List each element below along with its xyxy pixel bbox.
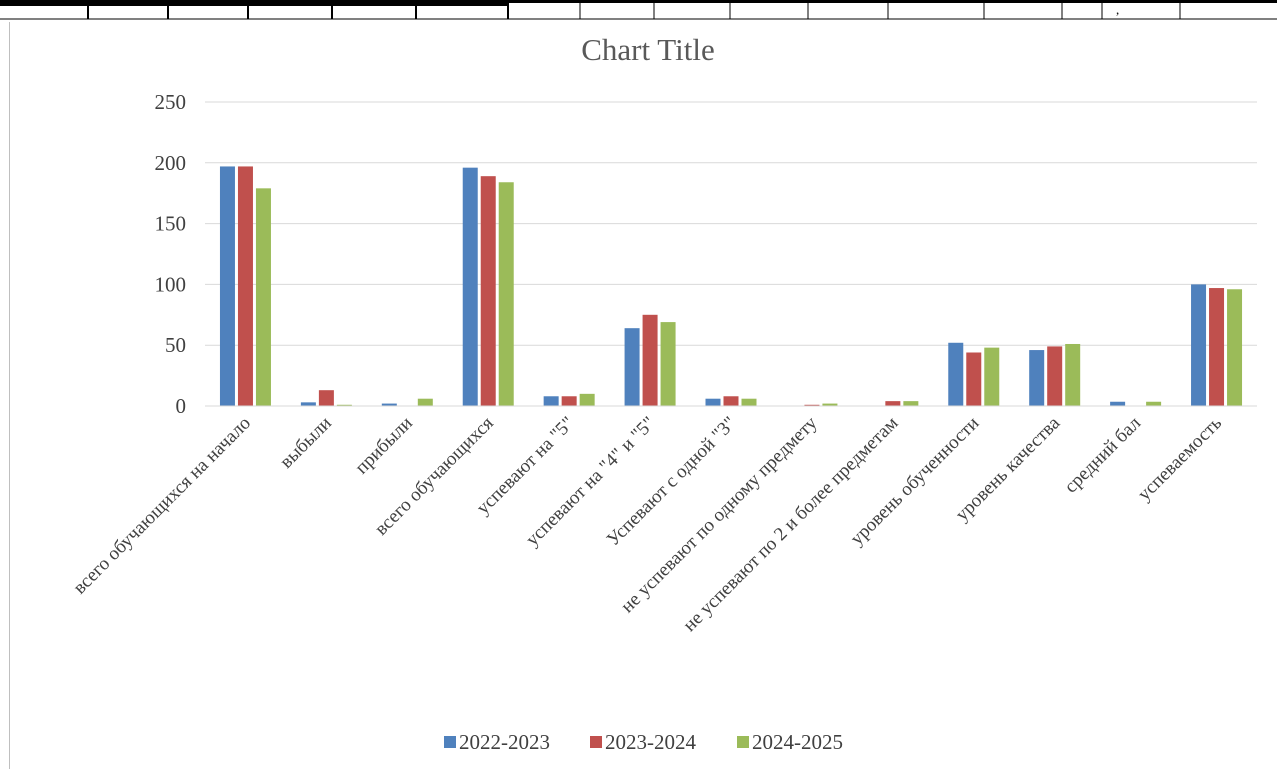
legend: 2022-2023 2023-2024 2024-2025 — [444, 730, 843, 754]
x-tick-label: выбыли — [276, 413, 336, 473]
bar — [624, 328, 640, 406]
bar — [705, 398, 721, 406]
x-tick-label: средний бал — [1060, 412, 1145, 497]
bar — [300, 402, 316, 406]
legend-swatch — [444, 736, 456, 748]
y-tick-label: 200 — [155, 151, 187, 175]
bar — [1029, 350, 1045, 406]
bar — [462, 167, 478, 406]
legend-swatch — [737, 736, 749, 748]
legend-swatch — [590, 736, 602, 748]
bar — [237, 166, 253, 406]
y-tick-label: 0 — [176, 394, 187, 418]
bar — [741, 398, 757, 406]
bar — [336, 404, 352, 406]
x-tick-label: успеваемость — [1134, 412, 1227, 505]
legend-label: 2023-2024 — [605, 730, 696, 754]
chart-frame — [9, 22, 1277, 769]
document-table-border: , — [0, 0, 1277, 22]
svg-text:,: , — [1116, 2, 1119, 17]
bar — [219, 166, 235, 406]
bar — [1209, 288, 1225, 406]
x-tick-label: прибыли — [351, 413, 417, 479]
bar — [255, 188, 271, 406]
bar — [723, 396, 739, 406]
bar — [642, 314, 658, 406]
bar — [1065, 343, 1081, 406]
y-tick-label: 150 — [155, 212, 187, 236]
bar — [480, 176, 496, 406]
bar — [498, 182, 514, 406]
gridlines — [205, 101, 1257, 346]
bar — [579, 393, 595, 406]
bar — [903, 401, 919, 406]
x-axis: всего обучающихся на начало выбыли прибыли… — [69, 405, 1257, 636]
bars — [219, 166, 1243, 406]
y-tick-label: 100 — [155, 272, 187, 296]
y-axis: 0 50 100 150 200 250 — [155, 90, 187, 418]
bar — [1146, 401, 1162, 406]
y-tick-label: 250 — [155, 90, 187, 114]
bar — [984, 347, 1000, 406]
bar — [417, 398, 433, 406]
bar — [561, 396, 577, 406]
bar — [1227, 289, 1243, 406]
legend-label: 2024-2025 — [752, 730, 843, 754]
bar — [948, 342, 964, 406]
bar — [660, 322, 676, 406]
bar — [318, 390, 334, 406]
bar — [966, 352, 982, 406]
bar — [885, 401, 901, 406]
bar — [822, 403, 838, 406]
bar — [804, 404, 820, 406]
bar — [543, 396, 559, 406]
bar — [1047, 346, 1063, 406]
chart-title: Chart Title — [581, 32, 715, 67]
bar — [1191, 284, 1207, 406]
bar — [1110, 401, 1126, 406]
bar — [381, 403, 397, 406]
legend-label: 2022-2023 — [459, 730, 550, 754]
x-tick-label: всего обучающихся на начало — [69, 413, 255, 599]
y-tick-label: 50 — [165, 333, 186, 357]
